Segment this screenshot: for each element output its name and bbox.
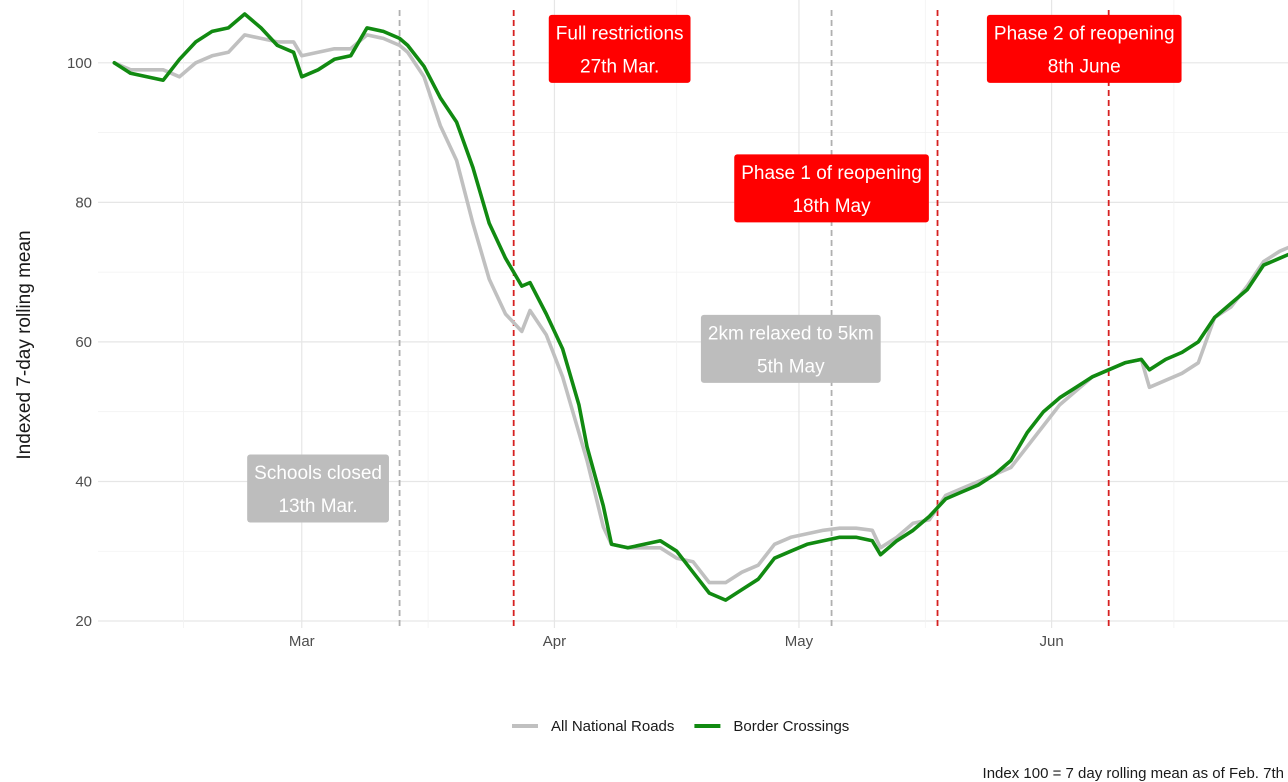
annotation-text: 5th May [757,356,825,377]
legend-label: Border Crossings [733,718,849,735]
annotation-box [700,314,881,383]
annotation-text: 13th Mar. [278,496,357,517]
annotation-label: Phase 2 of reopening 8th June [986,14,1182,83]
y-tick-label: 40 [75,473,92,490]
annotation-label: 2km relaxed to 5km 5th May [700,314,881,383]
y-tick-label: 100 [67,55,92,72]
series-lines [112,12,1288,602]
annotation-text: 2km relaxed to 5km [708,323,874,344]
y-tick-label: 20 [75,613,92,630]
annotation-box [986,14,1182,83]
annotation-text: Phase 1 of reopening [741,163,922,184]
y-tick-label: 60 [75,334,92,351]
annotation-text: Schools closed [254,463,382,484]
grid [98,0,1288,628]
x-tick-label: Jun [1040,633,1064,650]
event-lines [398,10,1110,628]
annotation-label: Schools closed 13th Mar. [247,454,389,523]
annotation-text: 27th Mar. [580,56,659,77]
y-tick-label: 80 [75,194,92,211]
x-axis-ticks: Mar Apr May Jun [289,633,1064,650]
annotation-text: 18th May [792,196,871,217]
annotation-text: Full restrictions [556,23,684,44]
x-tick-label: Apr [543,633,566,650]
y-axis-title: Indexed 7-day rolling mean [14,230,35,459]
y-axis-ticks: 20 40 60 80 100 [67,55,92,630]
annotation-text: 8th June [1048,56,1121,77]
annotation-label: Full restrictions 27th Mar. [548,14,691,83]
annotation-box [734,154,929,223]
series-line [112,12,1288,602]
annotation-text: Phase 2 of reopening [994,23,1175,44]
caption: Index 100 = 7 day rolling mean as of Feb… [983,765,1284,782]
annotation-box [247,454,389,523]
legend-label: All National Roads [551,718,674,735]
annotation-box [548,14,691,83]
legend: All National Roads Border Crossings [512,718,849,735]
x-tick-label: May [785,633,814,650]
annotations: Schools closed 13th Mar. Full restrictions… [247,14,1182,523]
annotation-label: Phase 1 of reopening 18th May [734,154,929,223]
x-tick-label: Mar [289,633,315,650]
